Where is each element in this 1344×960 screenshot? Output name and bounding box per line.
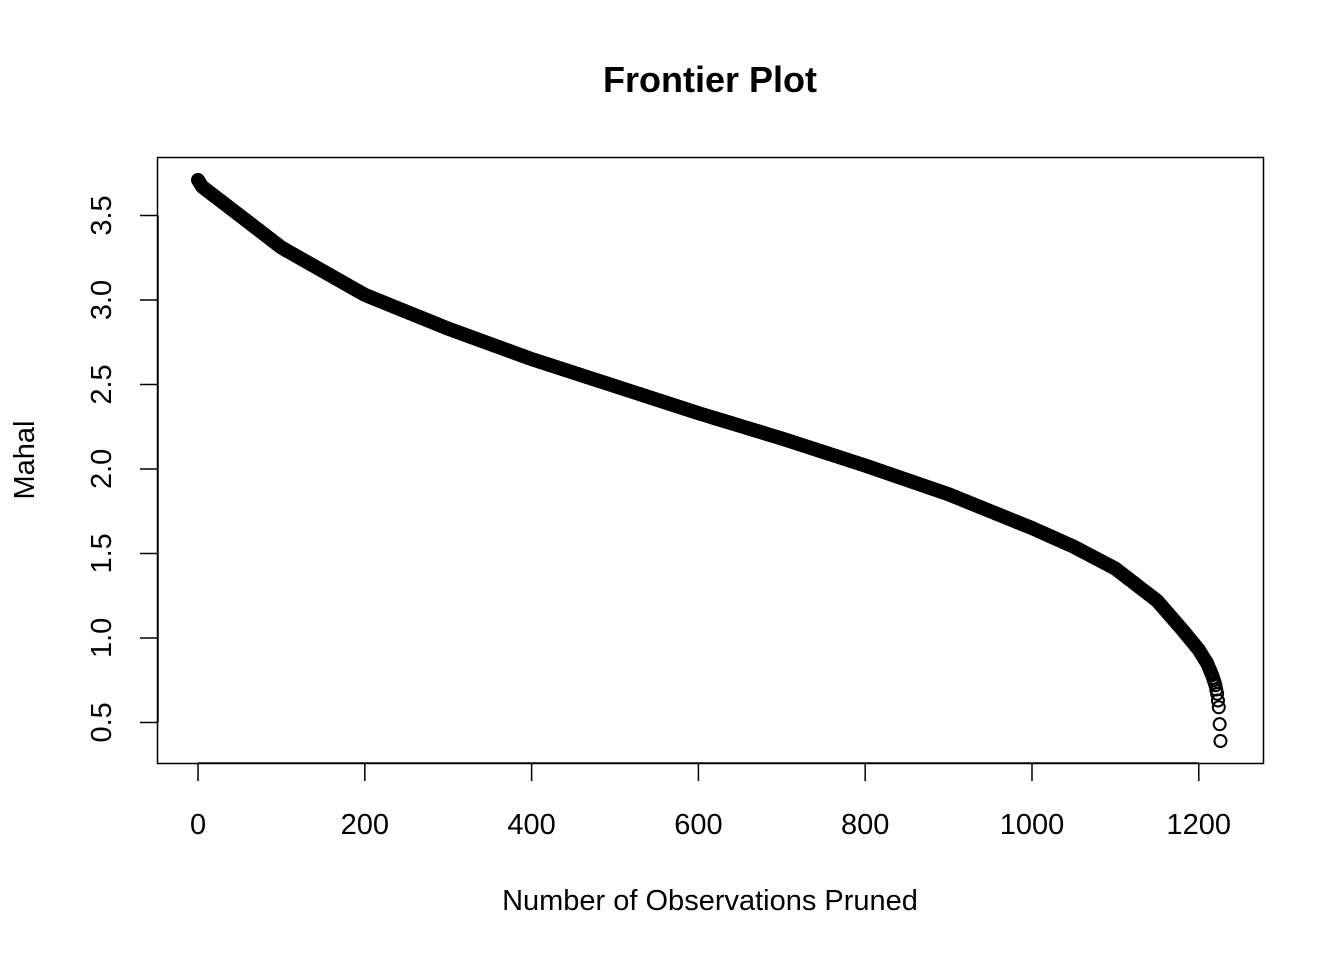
x-tick-label: 800 [841,809,889,841]
y-tick-label: 3.0 [86,280,118,320]
x-tick-label: 400 [507,809,555,841]
y-tick-label: 0.5 [86,702,118,742]
y-axis-label: Mahal [9,421,41,500]
x-axis: 0 200 400 600 800 1000 1200 [190,762,1232,841]
x-tick-label: 600 [674,809,722,841]
data-point [1212,717,1227,732]
chart-title: Frontier Plot [603,59,817,100]
x-tick-label: 1000 [1000,809,1065,841]
y-tick-label: 1.0 [86,618,118,658]
x-tick-label: 0 [190,809,206,841]
data-point [1210,686,1225,701]
plot-area-border [156,156,1265,765]
y-tick-label: 1.5 [86,533,118,573]
data-point [1210,693,1225,708]
data-point [1213,734,1228,749]
data-point [1211,700,1226,715]
x-tick-label: 200 [341,809,389,841]
y-tick-label: 2.0 [86,449,118,489]
data-points [191,172,1228,749]
y-tick-label: 2.5 [86,364,118,404]
x-axis-label: Number of Observations Pruned [502,885,918,917]
y-axis: 0.5 1.0 1.5 2.0 2.5 3.0 3.5 [86,195,159,743]
y-tick-label: 3.5 [86,195,118,235]
x-tick-label: 1200 [1167,809,1232,841]
